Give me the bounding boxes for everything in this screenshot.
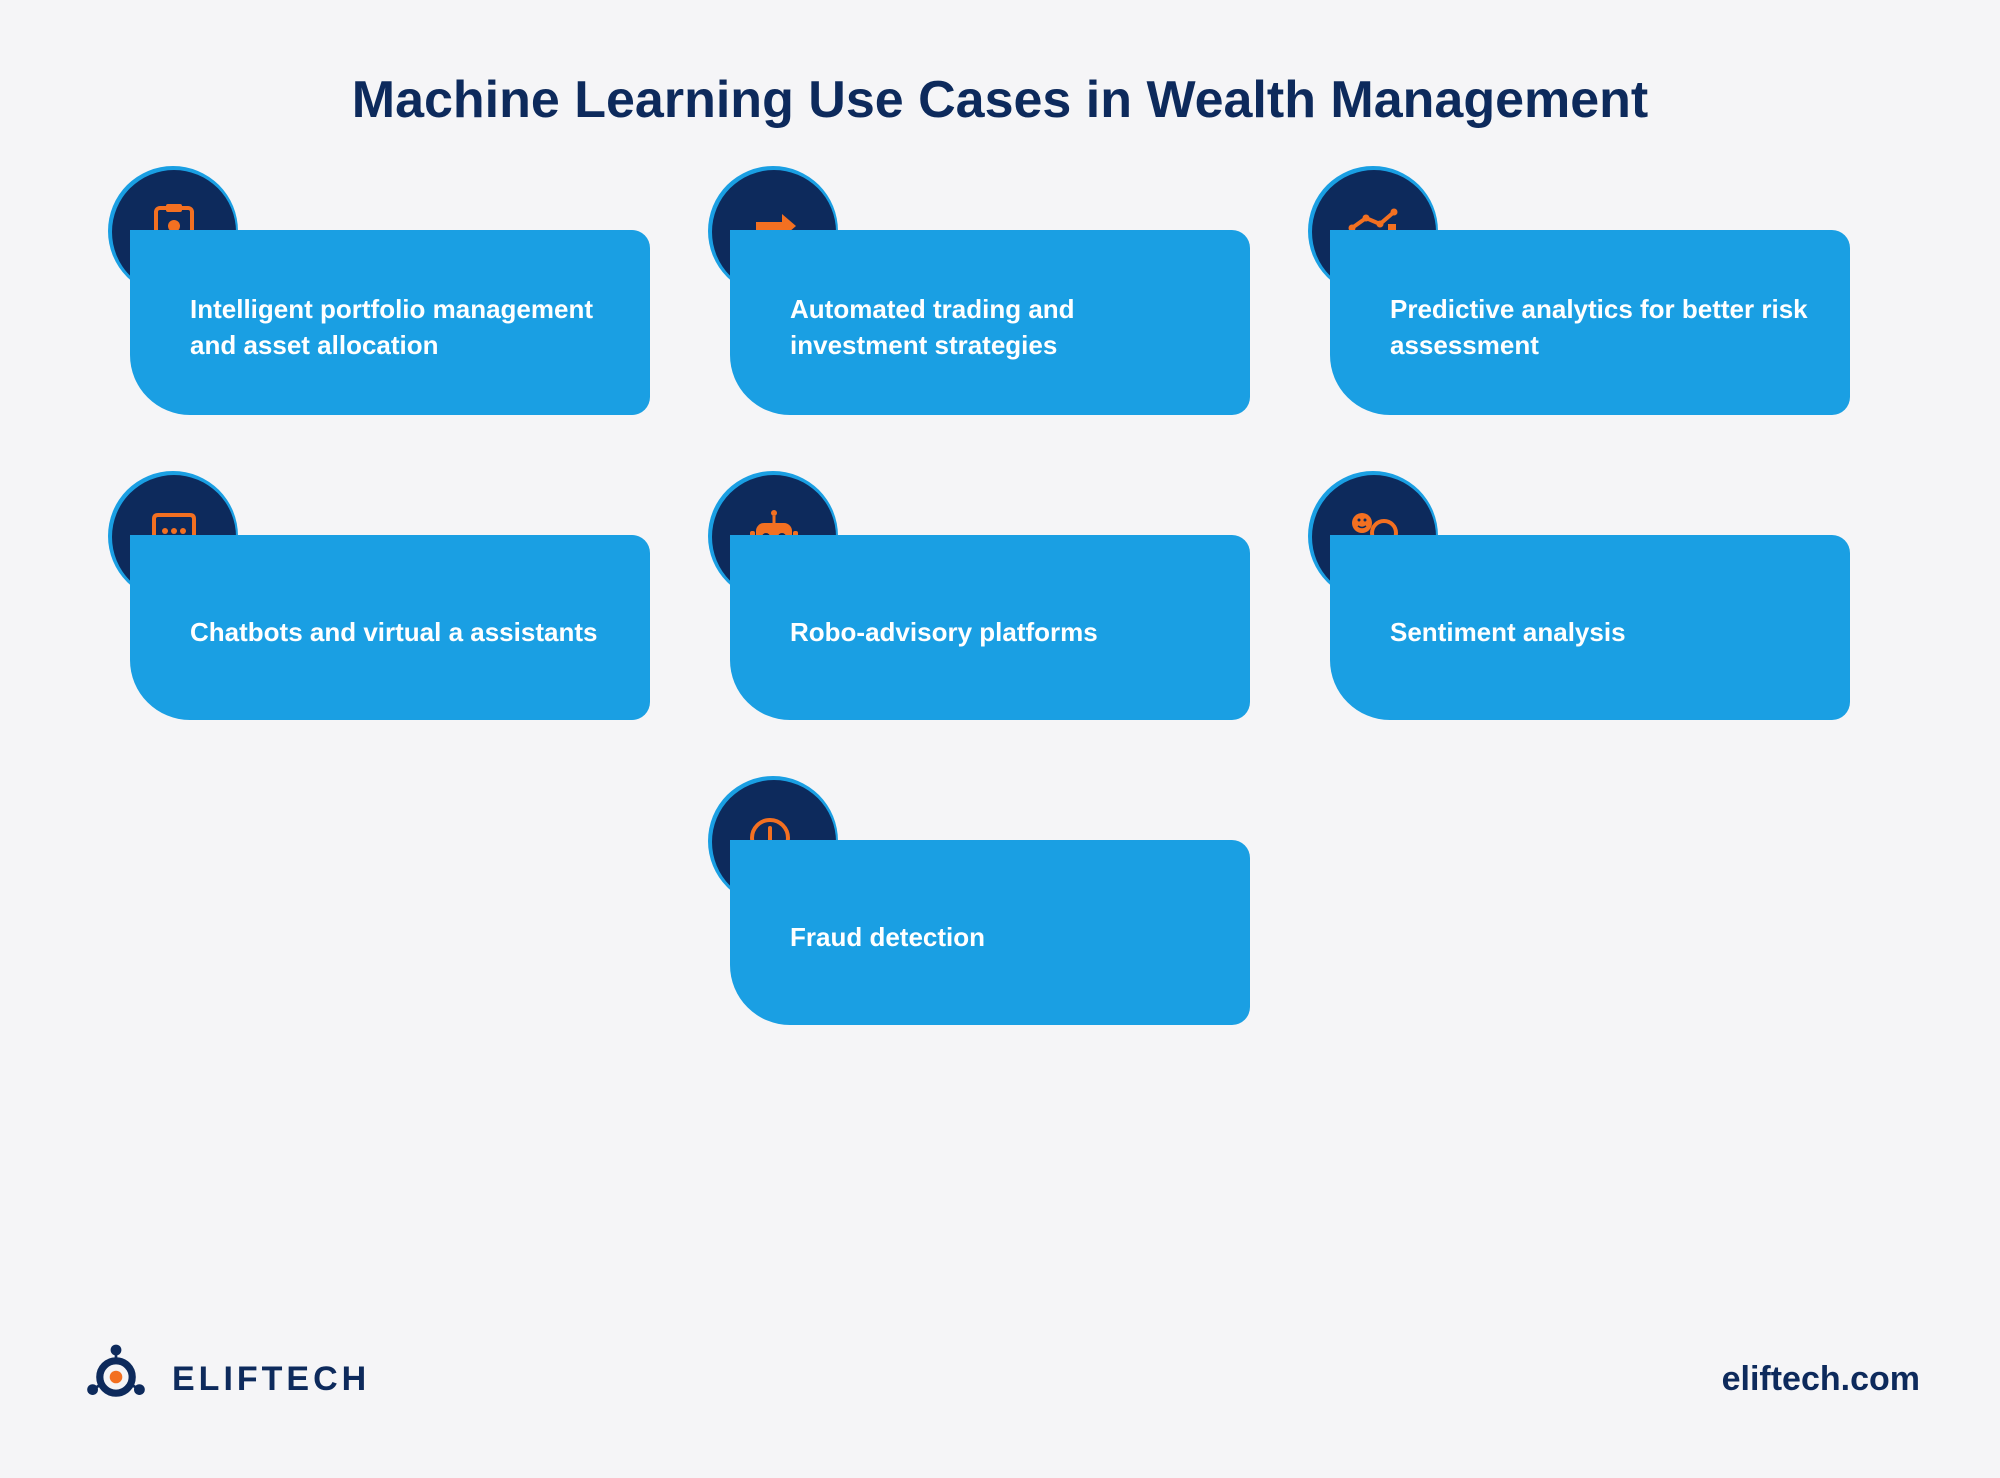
card-label: Chatbots and virtual a assistants [190,615,597,650]
card-label: Sentiment analysis [1390,615,1626,650]
card-fraud: Fraud detection [730,840,1250,1025]
card-sentiment: Sentiment analysis [1330,535,1850,720]
card-body: Robo-advisory platforms [730,535,1250,720]
card-robo: Robo-advisory platforms [730,535,1250,720]
card-label: Fraud detection [790,920,985,955]
logo-mark-icon [80,1341,152,1418]
logo: ELIFTECH [80,1341,370,1418]
footer: ELIFTECH eliftech.com [80,1341,1920,1418]
card-trading: Automated trading and investment strateg… [730,230,1250,415]
card-label: Intelligent portfolio management and ass… [190,292,610,362]
card-body: Fraud detection [730,840,1250,1025]
card-label: Automated trading and investment strateg… [790,292,1210,362]
card-portfolio: Intelligent portfolio management and ass… [130,230,650,415]
card-body: Predictive analytics for better risk ass… [1330,230,1850,415]
card-body: Automated trading and investment strateg… [730,230,1250,415]
website-url: eliftech.com [1722,1360,1920,1399]
logo-text: ELIFTECH [172,1360,370,1399]
card-body: Intelligent portfolio management and ass… [130,230,650,415]
card-body: Chatbots and virtual a assistants [130,535,650,720]
card-label: Predictive analytics for better risk ass… [1390,292,1810,362]
infographic-title: Machine Learning Use Cases in Wealth Man… [80,70,1920,130]
card-label: Robo-advisory platforms [790,615,1098,650]
card-analytics: Predictive analytics for better risk ass… [1330,230,1850,415]
card-chatbots: Chatbots and virtual a assistants [130,535,650,720]
cards-grid: Intelligent portfolio management and ass… [80,230,1920,1025]
card-body: Sentiment analysis [1330,535,1850,720]
